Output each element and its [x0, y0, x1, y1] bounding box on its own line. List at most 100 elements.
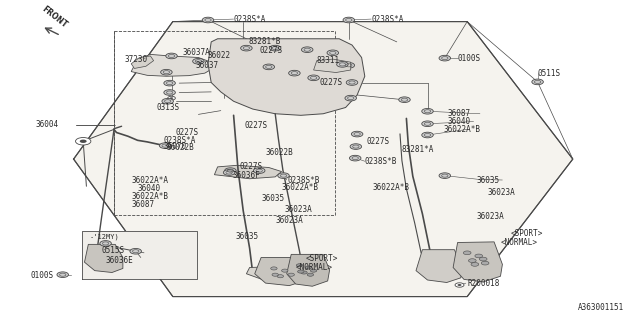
Text: 0511S: 0511S: [538, 68, 561, 78]
Text: 36040: 36040: [138, 184, 161, 193]
Circle shape: [296, 264, 303, 267]
Circle shape: [327, 50, 339, 56]
Text: R200018: R200018: [467, 279, 500, 288]
Circle shape: [223, 170, 235, 175]
Circle shape: [308, 75, 319, 81]
Text: A363001151: A363001151: [578, 303, 624, 312]
Circle shape: [471, 262, 479, 266]
Text: 0227S: 0227S: [259, 46, 282, 55]
Polygon shape: [82, 231, 197, 279]
Text: <SPORT>: <SPORT>: [511, 228, 543, 238]
Text: 36070: 36070: [163, 142, 186, 151]
Text: 36036E: 36036E: [106, 256, 133, 265]
Circle shape: [162, 99, 173, 104]
Polygon shape: [314, 59, 351, 73]
Circle shape: [343, 17, 355, 23]
Text: 36022B: 36022B: [266, 148, 293, 157]
Text: 0227S: 0227S: [367, 137, 390, 146]
Text: 36035: 36035: [236, 232, 259, 241]
Circle shape: [349, 155, 361, 161]
Text: 36022A*B: 36022A*B: [372, 183, 410, 192]
Circle shape: [343, 62, 355, 68]
Text: <NORMAL>: <NORMAL>: [501, 238, 538, 247]
Circle shape: [439, 55, 451, 61]
Polygon shape: [453, 242, 502, 282]
Polygon shape: [287, 254, 330, 286]
Circle shape: [288, 273, 294, 276]
Circle shape: [345, 95, 356, 101]
Circle shape: [422, 121, 433, 127]
Text: 36023A: 36023A: [477, 212, 504, 221]
Text: 0227S: 0227S: [176, 128, 199, 137]
Circle shape: [241, 45, 252, 51]
Circle shape: [458, 284, 461, 286]
Polygon shape: [214, 165, 282, 179]
Circle shape: [271, 267, 277, 270]
Text: 0100S: 0100S: [458, 54, 481, 63]
Text: 36022B: 36022B: [166, 143, 194, 152]
Circle shape: [168, 96, 175, 100]
Circle shape: [202, 17, 214, 23]
Circle shape: [269, 45, 281, 51]
Circle shape: [307, 273, 314, 276]
Circle shape: [351, 131, 363, 137]
Circle shape: [130, 248, 141, 254]
Text: 36023A: 36023A: [285, 204, 312, 213]
Text: 0100S: 0100S: [31, 271, 54, 280]
Text: 36040: 36040: [448, 117, 471, 126]
Circle shape: [161, 69, 172, 75]
Circle shape: [468, 259, 476, 262]
Text: 83281*A: 83281*A: [402, 145, 435, 154]
Circle shape: [170, 97, 173, 99]
Text: 36022A*B: 36022A*B: [444, 125, 481, 134]
Circle shape: [277, 275, 284, 278]
Text: 0238S*A: 0238S*A: [163, 136, 196, 145]
Polygon shape: [131, 56, 154, 68]
Text: -'12MY): -'12MY): [90, 234, 119, 240]
Polygon shape: [416, 250, 462, 283]
Polygon shape: [255, 258, 307, 286]
Circle shape: [305, 266, 312, 269]
Text: FRONT: FRONT: [40, 5, 68, 30]
Text: 0313S: 0313S: [157, 103, 180, 112]
Polygon shape: [84, 244, 123, 273]
Polygon shape: [208, 39, 365, 115]
Text: 0227S: 0227S: [320, 78, 343, 87]
Circle shape: [475, 254, 483, 258]
Circle shape: [479, 257, 487, 261]
Text: 36022A*B: 36022A*B: [131, 192, 168, 201]
Circle shape: [481, 261, 489, 265]
Circle shape: [346, 80, 358, 85]
Circle shape: [159, 143, 171, 148]
Circle shape: [282, 269, 288, 272]
Text: 36035: 36035: [261, 194, 284, 203]
Circle shape: [289, 70, 300, 76]
Text: <NORMAL>: <NORMAL>: [296, 263, 333, 272]
Circle shape: [193, 59, 204, 64]
Circle shape: [310, 269, 317, 272]
Text: 36023A: 36023A: [275, 216, 303, 225]
Circle shape: [301, 47, 313, 52]
Text: 36087: 36087: [131, 200, 154, 209]
Text: 0227S: 0227S: [244, 121, 268, 130]
Circle shape: [422, 132, 433, 138]
Text: 36022A*A: 36022A*A: [131, 176, 168, 186]
Text: 37230: 37230: [125, 55, 148, 64]
Text: 0238S*A: 0238S*A: [371, 15, 404, 24]
Text: 36022: 36022: [208, 52, 231, 60]
Polygon shape: [74, 21, 573, 297]
Circle shape: [532, 79, 543, 85]
Text: 0238S*A: 0238S*A: [234, 15, 266, 24]
Circle shape: [278, 173, 289, 179]
Circle shape: [350, 144, 362, 149]
Text: 36022A*B: 36022A*B: [282, 183, 319, 192]
Circle shape: [166, 53, 177, 59]
Text: 36023A: 36023A: [488, 188, 515, 197]
Text: 36037: 36037: [195, 61, 218, 70]
Text: 83311: 83311: [317, 56, 340, 65]
Circle shape: [422, 108, 433, 114]
Circle shape: [253, 168, 265, 173]
Text: 36036F: 36036F: [232, 171, 260, 180]
Circle shape: [455, 283, 464, 287]
Circle shape: [301, 271, 307, 274]
